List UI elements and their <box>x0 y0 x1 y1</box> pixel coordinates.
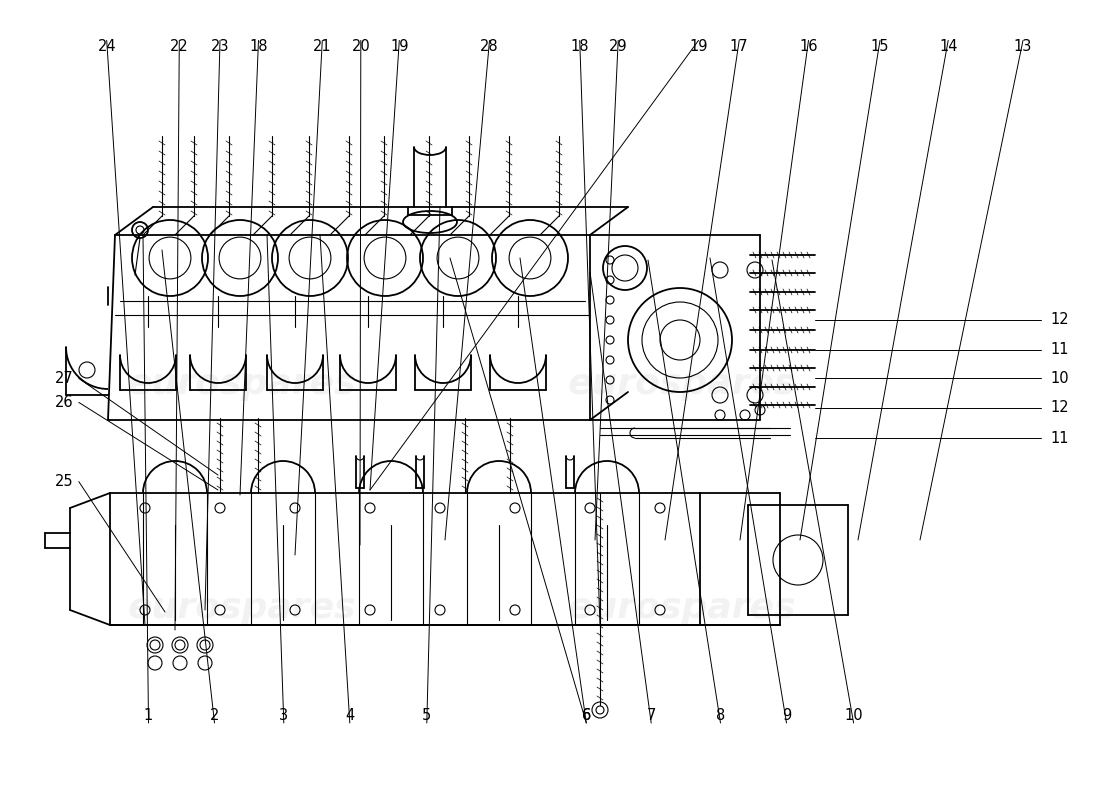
Text: 5: 5 <box>422 709 431 723</box>
Text: 10: 10 <box>1050 371 1068 386</box>
Text: 16: 16 <box>800 39 817 54</box>
Text: 3: 3 <box>279 709 288 723</box>
Text: eurospares: eurospares <box>128 367 356 401</box>
Text: 20: 20 <box>351 39 371 54</box>
Text: 9: 9 <box>782 709 791 723</box>
Text: eurospares: eurospares <box>568 367 796 401</box>
Text: 11: 11 <box>1050 342 1068 357</box>
Text: 22: 22 <box>169 39 189 54</box>
Text: 1: 1 <box>144 709 153 723</box>
Text: 6: 6 <box>582 709 591 723</box>
Text: 23: 23 <box>211 39 229 54</box>
Text: 29: 29 <box>609 39 627 54</box>
Text: 13: 13 <box>1014 39 1032 54</box>
Text: 19: 19 <box>690 39 707 54</box>
Text: 18: 18 <box>571 39 588 54</box>
Text: 19: 19 <box>390 39 408 54</box>
Text: eurospares: eurospares <box>128 591 356 625</box>
Text: 8: 8 <box>716 709 725 723</box>
Text: 10: 10 <box>845 709 862 723</box>
Text: 21: 21 <box>314 39 331 54</box>
Text: 12: 12 <box>1050 313 1068 327</box>
Text: eurospares: eurospares <box>568 591 796 625</box>
Text: 24: 24 <box>98 39 116 54</box>
Text: 6: 6 <box>582 709 591 723</box>
Text: 17: 17 <box>730 39 748 54</box>
Text: 7: 7 <box>647 709 656 723</box>
Text: 11: 11 <box>1050 431 1068 446</box>
Text: 15: 15 <box>871 39 889 54</box>
Text: 26: 26 <box>55 395 73 410</box>
Text: 4: 4 <box>345 709 354 723</box>
Text: 27: 27 <box>54 371 74 386</box>
Text: 18: 18 <box>250 39 267 54</box>
Text: 2: 2 <box>210 709 219 723</box>
Text: 14: 14 <box>939 39 957 54</box>
Text: 28: 28 <box>481 39 498 54</box>
Text: 25: 25 <box>55 474 73 489</box>
Text: 12: 12 <box>1050 401 1068 415</box>
